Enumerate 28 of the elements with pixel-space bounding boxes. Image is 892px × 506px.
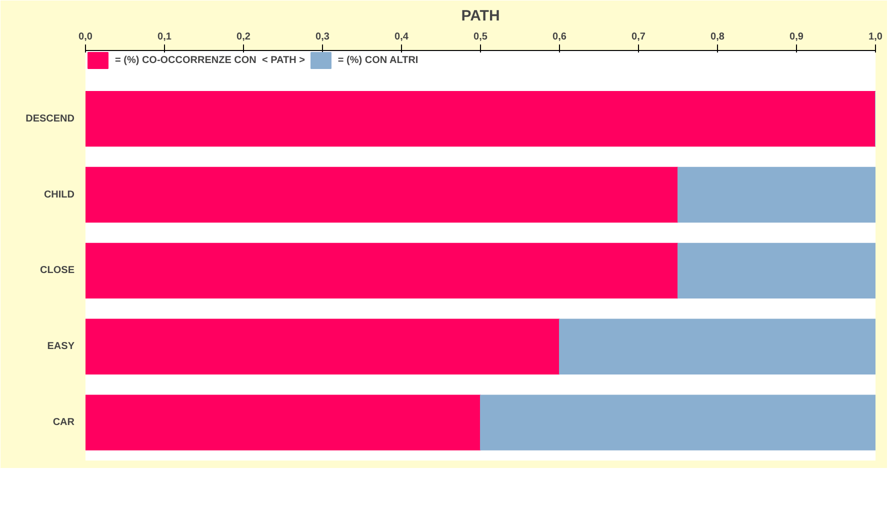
bar: [559, 318, 876, 374]
x-tick-label: 0,6: [552, 32, 567, 42]
x-tick-label: 0,5: [474, 32, 488, 42]
x-tick-label: 0,7: [632, 32, 646, 42]
legend-label: = (%) CON ALTRI: [338, 54, 418, 66]
x-tick-label: 0,2: [236, 32, 251, 42]
bar: [86, 318, 560, 374]
y-tick-label: EASY: [47, 341, 75, 352]
x-tick-label: 0,4: [394, 32, 409, 42]
x-tick-label: 0,3: [316, 32, 330, 42]
y-tick-label: CHILD: [44, 189, 75, 200]
y-tick-label: CAR: [52, 417, 76, 428]
legend-label: = (%) CO-OCCORRENZE CON < PATH >: [115, 54, 305, 66]
bar: [678, 242, 876, 299]
x-tick-label: 0,1: [158, 32, 172, 42]
bar: [86, 242, 678, 299]
x-tick-label: 1,0: [868, 32, 883, 42]
y-tick-label: CLOSE: [40, 265, 75, 276]
chart-title: PATH: [461, 8, 500, 24]
y-tick-label: DESCEND: [26, 113, 75, 124]
bar: [480, 394, 876, 450]
bar: [86, 91, 876, 147]
bar: [86, 394, 481, 450]
x-tick-label: 0,8: [710, 32, 725, 42]
x-tick-label: 0,0: [78, 32, 93, 42]
bar: [86, 166, 678, 223]
x-tick-label: 0,9: [790, 32, 804, 42]
bar: [678, 166, 876, 223]
